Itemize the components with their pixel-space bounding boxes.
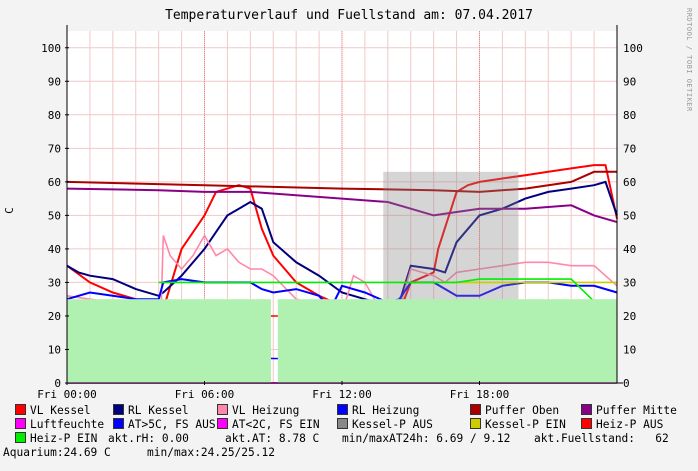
series-puffer-mitte: [66, 187, 618, 224]
stat-min-max-at: min/maxAT24h: 6.69 / 9.12: [342, 432, 511, 445]
legend-swatch: [113, 418, 124, 429]
x-tick-label: Fri 06:00: [175, 388, 235, 400]
y-tick-label-right: 20: [623, 310, 636, 323]
y-tick-label-right: 0: [623, 377, 630, 390]
legend-row: VL Kessel RL Kessel VL Heizung RL Heizung Pu…: [15, 404, 695, 418]
legend-row: Heiz-P EIN akt.rH: 0.00 akt.AT: 8.78 C min/…: [15, 432, 695, 446]
legend-swatch: [470, 418, 481, 429]
y-tick-label-left: 10: [48, 343, 61, 356]
legend-item: AT>5C, FS AUS: [113, 418, 216, 431]
legend-label: Heiz-P AUS: [596, 418, 664, 431]
legend-swatch: [113, 404, 124, 415]
legend-item: Puffer Mitte: [581, 404, 677, 417]
y-tick-label-left: 80: [48, 109, 61, 122]
legend-item: VL Heizung: [217, 404, 299, 417]
legend-label: VL Heizung: [232, 404, 300, 417]
legend-label: Heiz-P EIN: [30, 432, 98, 445]
legend-item: Heiz-P EIN: [15, 432, 97, 445]
legend-swatch: [581, 404, 592, 415]
legend-swatch: [217, 418, 228, 429]
stat-akt-fuellstand: akt.Fuellstand: 62: [534, 432, 669, 445]
y-tick-label-right: 50: [623, 209, 636, 222]
y-tick-label-left: 70: [48, 142, 61, 155]
series-heiz-p-ein: [158, 278, 607, 314]
y-tick-label-right: 40: [623, 243, 636, 256]
legend-label: Kessel-P EIN: [485, 418, 566, 431]
legend-item: Heiz-P AUS: [581, 418, 663, 431]
y-tick-label-right: 60: [623, 176, 636, 189]
legend-label: VL Kessel: [30, 404, 91, 417]
stat-aquarium: Aquarium:24.69 C: [3, 446, 111, 459]
legend-item: VL Kessel: [15, 404, 91, 417]
stat-akt-at: akt.AT: 8.78 C: [225, 432, 320, 445]
legend-label: Puffer Oben: [485, 404, 560, 417]
legend-item: Luftfeuchte: [15, 418, 104, 431]
legend-label: AT>5C, FS AUS: [128, 418, 216, 431]
legend-swatch: [15, 432, 26, 443]
legend-label: Puffer Mitte: [596, 404, 677, 417]
y-tick-label-right: 70: [623, 142, 636, 155]
stat-akt-rh: akt.rH: 0.00: [108, 432, 189, 445]
y-tick-label-left: 0: [54, 377, 61, 390]
legend-item: Puffer Oben: [470, 404, 559, 417]
legend-row: Luftfeuchte AT>5C, FS AUS AT<2C, FS EIN Kes…: [15, 418, 695, 432]
series-puffer-oben: [66, 170, 617, 193]
legend-swatch: [15, 404, 26, 415]
legend-item: Kessel-P EIN: [470, 418, 566, 431]
legend-label: Kessel-P AUS: [352, 418, 433, 431]
legend-swatch: [581, 418, 592, 429]
fuellstand-area: [67, 299, 271, 383]
y-tick-label-right: 30: [623, 276, 636, 289]
x-tick-label: Fri 12:00: [312, 388, 372, 400]
legend: VL Kessel RL Kessel VL Heizung RL Heizung Pu…: [3, 404, 695, 460]
legend-item: RL Kessel: [113, 404, 189, 417]
legend-swatch: [337, 418, 348, 429]
chart-title: Temperaturverlauf und Fuellstand am: 07.…: [165, 8, 533, 23]
legend-label: RL Kessel: [128, 404, 189, 417]
x-tick-label: Fri 00:00: [37, 388, 97, 400]
legend-swatch: [15, 418, 26, 429]
rrdtool-watermark: RRDTOOL / TOBI OETIKER: [685, 8, 693, 112]
y-tick-label-right: 80: [623, 109, 636, 122]
legend-item: AT<2C, FS EIN: [217, 418, 320, 431]
fuellstand-area: [277, 299, 617, 383]
legend-swatch: [470, 404, 481, 415]
plot-svg: 0 0 10 10 20 20 30 30 40 40 50 50 60 60 70 70 80 80 90 90 10…: [37, 25, 643, 400]
legend-item: RL Heizung: [337, 404, 419, 417]
legend-label: Luftfeuchte: [30, 418, 105, 431]
y-tick-label-left: 50: [48, 209, 61, 222]
y-tick-label-right: 10: [623, 343, 636, 356]
y-tick-label-left: 30: [48, 276, 61, 289]
stat-aquarium-minmax: min/max:24.25/25.12: [147, 446, 275, 459]
y-tick-label-right: 100: [623, 42, 643, 55]
y-tick-label-right: 90: [623, 75, 636, 88]
legend-label: AT<2C, FS EIN: [232, 418, 320, 431]
legend-swatch: [217, 404, 228, 415]
x-tick-label: Fri 18:00: [450, 388, 510, 400]
y-tick-label-left: 40: [48, 243, 61, 256]
legend-item: Kessel-P AUS: [337, 418, 433, 431]
legend-row: Aquarium:24.69 C min/max:24.25/25.12: [3, 446, 695, 460]
y-tick-label-left: 90: [48, 75, 61, 88]
y-tick-label-left: 20: [48, 310, 61, 323]
legend-label: RL Heizung: [352, 404, 420, 417]
legend-swatch: [337, 404, 348, 415]
y-tick-label-left: 100: [41, 42, 61, 55]
y-tick-label-left: 60: [48, 176, 61, 189]
